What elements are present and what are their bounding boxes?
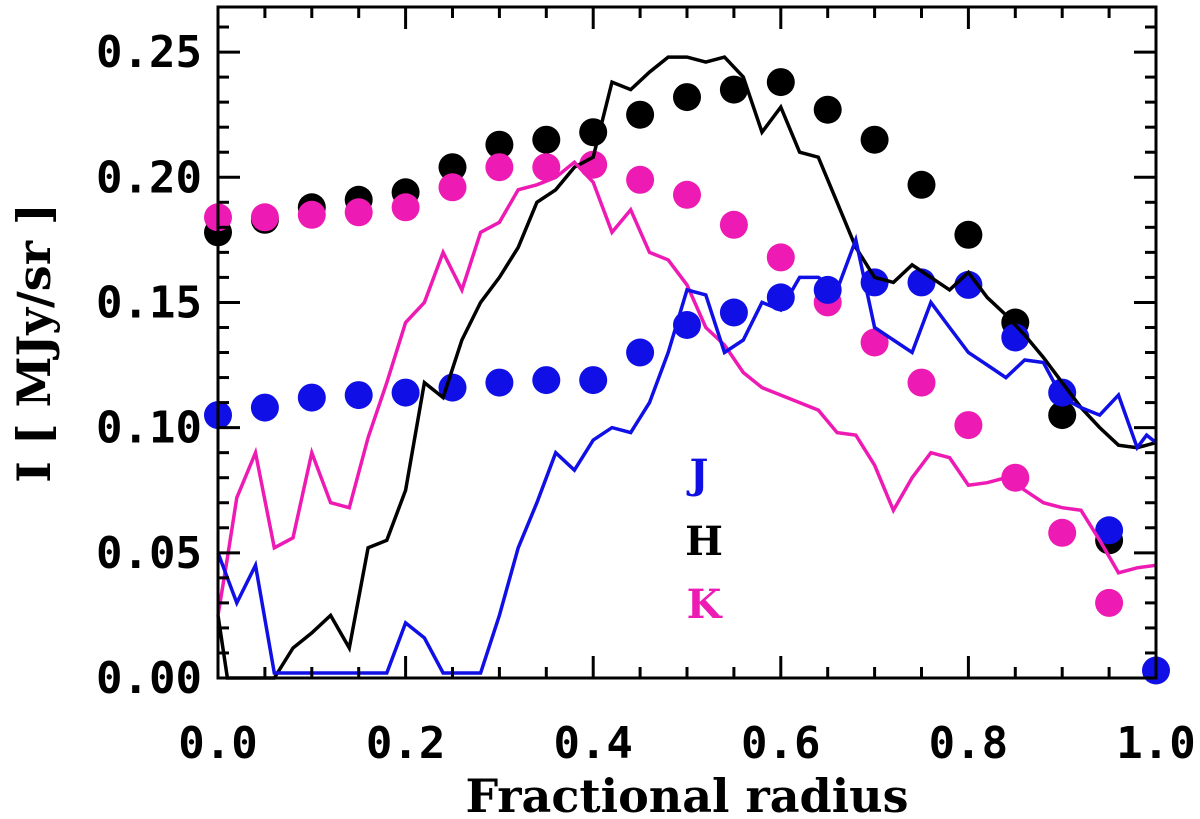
data-point-k-model bbox=[532, 153, 561, 182]
data-point-j-model bbox=[813, 275, 842, 304]
data-point-k-model bbox=[485, 153, 514, 182]
data-point-h-model bbox=[766, 68, 795, 97]
model-points bbox=[204, 68, 1170, 685]
y-tick-label: 0.10 bbox=[96, 403, 202, 454]
x-tick-label: 0.8 bbox=[929, 718, 1008, 769]
data-point-k-model bbox=[719, 210, 748, 239]
data-point-k-model bbox=[579, 150, 608, 179]
data-point-k-model bbox=[344, 198, 373, 227]
data-point-h-model bbox=[860, 125, 889, 154]
data-point-j-model bbox=[344, 381, 373, 410]
data-point-k-model bbox=[1001, 463, 1030, 492]
data-point-j-model bbox=[626, 338, 655, 367]
data-point-j-model bbox=[250, 393, 279, 422]
series-line-h-observed bbox=[216, 55, 1157, 680]
data-point-k-model bbox=[250, 203, 279, 232]
data-point-j-model bbox=[719, 298, 748, 327]
data-point-k-model bbox=[907, 368, 936, 397]
data-point-k-model bbox=[673, 180, 701, 209]
data-point-j-model bbox=[766, 283, 795, 312]
legend-label-k: K bbox=[687, 581, 723, 628]
data-point-h-model bbox=[626, 100, 655, 129]
legend-label-h: H bbox=[685, 518, 723, 565]
legend: J H K bbox=[685, 451, 723, 628]
data-point-h-model bbox=[719, 75, 748, 104]
data-point-j-model bbox=[297, 383, 326, 412]
data-point-h-model bbox=[438, 153, 467, 182]
x-tick-label: 1.0 bbox=[1116, 718, 1195, 769]
series-line-j-observed bbox=[216, 233, 1158, 675]
observed-lines bbox=[216, 55, 1158, 680]
data-point-k-model bbox=[954, 411, 983, 440]
data-point-k-model bbox=[1048, 518, 1077, 547]
data-point-j-model bbox=[532, 366, 561, 395]
x-axis-title: Fractional radius bbox=[465, 769, 908, 819]
data-point-j-model bbox=[579, 366, 608, 395]
x-tick-label: 0.2 bbox=[366, 718, 445, 769]
data-point-j-model bbox=[391, 378, 420, 407]
data-point-k-model bbox=[1095, 588, 1124, 617]
x-tick-label: 0.6 bbox=[741, 718, 820, 769]
x-tick-label: 0.4 bbox=[553, 718, 632, 769]
data-point-h-model bbox=[532, 125, 561, 154]
axis-tick-labels: 0.0 0.2 0.4 0.6 0.8 1.0 0.00 0.05 0.10 0.15 0.20 0.… bbox=[96, 27, 1196, 769]
data-point-h-model bbox=[485, 130, 514, 159]
y-tick-label: 0.20 bbox=[96, 152, 202, 203]
axis-ticks bbox=[216, 7, 1158, 680]
data-point-h-model bbox=[813, 95, 842, 124]
data-point-h-model bbox=[954, 220, 983, 249]
data-point-k-model bbox=[391, 193, 420, 222]
data-point-h-model bbox=[673, 83, 701, 112]
data-point-k-model bbox=[766, 243, 795, 272]
y-axis-title: I [ MJy/sr ] bbox=[7, 203, 61, 482]
series-line-k-observed bbox=[216, 159, 1157, 616]
y-tick-label: 0.00 bbox=[96, 653, 202, 704]
data-point-k-model bbox=[626, 165, 655, 194]
data-point-j-model bbox=[485, 368, 514, 397]
data-point-h-model bbox=[1048, 401, 1077, 430]
data-point-j-model bbox=[1095, 516, 1124, 545]
data-point-k-model bbox=[860, 328, 889, 357]
legend-label-j: J bbox=[687, 451, 709, 498]
x-tick-label: 0.0 bbox=[178, 718, 257, 769]
data-point-h-model bbox=[907, 170, 936, 199]
y-tick-label: 0.05 bbox=[96, 528, 202, 579]
data-point-k-model bbox=[438, 173, 467, 202]
y-tick-label: 0.15 bbox=[96, 277, 202, 328]
data-point-k-model bbox=[297, 200, 326, 229]
y-tick-label: 0.25 bbox=[96, 27, 202, 78]
